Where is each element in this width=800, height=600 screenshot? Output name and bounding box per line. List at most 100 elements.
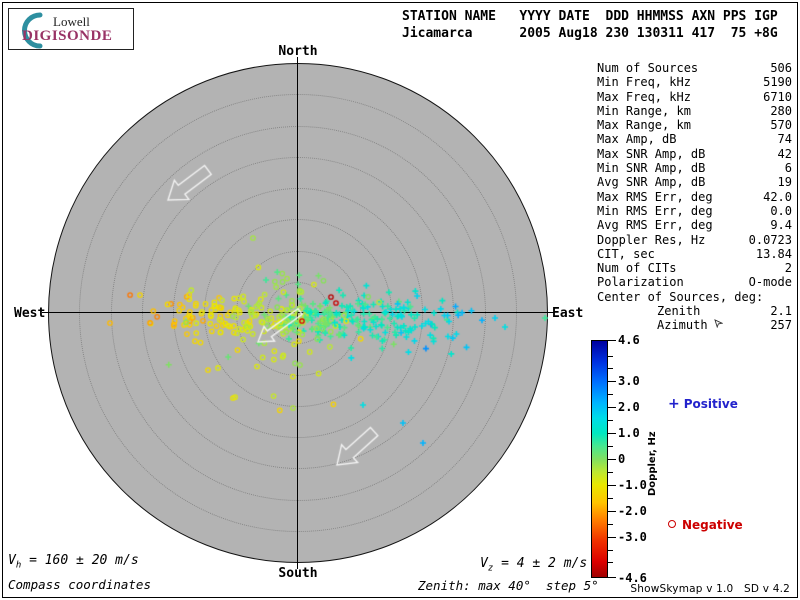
colorbar-major-tick xyxy=(608,433,616,435)
colorbar-tick-label: -3.0 xyxy=(618,529,647,544)
stats-row: Avg RMS Err, deg 9.4 xyxy=(590,218,792,232)
stats-row-value: O-mode xyxy=(748,275,792,290)
stats-row: Max Amp, dB 74 xyxy=(590,132,792,146)
compass-label-east: East xyxy=(552,306,584,321)
stats-row-label: Max Freq, kHz xyxy=(597,89,691,104)
stats-row: Min RMS Err, deg 0.0 xyxy=(590,204,792,218)
stats-row: Polarization O-mode xyxy=(590,275,792,289)
logo-text-lowell: Lowell xyxy=(53,14,90,29)
stats-row-label: Max RMS Err, deg xyxy=(597,189,713,204)
stats-row: Center of Sources, deg: xyxy=(590,290,792,304)
stats-row: Avg SNR Amp, dB 19 xyxy=(590,175,792,189)
colorbar-major-tick xyxy=(608,459,616,460)
colorbar-tick-label: 1.0 xyxy=(618,426,640,441)
stats-row-value: 280 xyxy=(770,103,792,118)
stats-row: Azimuth 257 xyxy=(590,318,792,332)
stats-row-value: 74 xyxy=(777,132,792,147)
colorbar-major-tick xyxy=(608,484,616,486)
version-text: ShowSkymap v 1.0 SD v 4.2 xyxy=(630,583,790,595)
stats-row-label: Azimuth xyxy=(657,318,708,333)
stats-row: Min Freq, kHz 5190 xyxy=(590,75,792,89)
stats-row-value: 42.0 xyxy=(763,189,792,204)
crescent-icon xyxy=(22,12,43,49)
stats-row-value: 2.1 xyxy=(770,304,792,319)
circle-marker-icon xyxy=(668,520,676,528)
colorbar-major-tick xyxy=(608,536,616,538)
stats-row: Max Range, km 570 xyxy=(590,118,792,132)
stats-row-label: CIT, sec xyxy=(597,246,655,261)
header-column-labels: STATION NAME YYYY DATE DDD HHMMSS AXN PP… xyxy=(402,9,778,24)
stats-row-label: Max Amp, dB xyxy=(597,132,677,147)
stats-panel: Num of Sources 506 Min Freq, kHz 5190 Max Fr… xyxy=(590,61,792,333)
colorbar-minor-tick xyxy=(608,549,613,551)
stats-row: CIT, sec 13.84 xyxy=(590,247,792,261)
colorbar-minor-tick xyxy=(608,446,613,448)
colorbar-minor-tick xyxy=(608,562,613,564)
horizontal-velocity-readout: Vh = 160 ± 20 m/s xyxy=(8,553,139,571)
lowell-digisonde-logo: Lowell DIGISONDE xyxy=(8,8,134,50)
plus-marker-icon: + xyxy=(668,396,680,412)
mouse-cursor-icon xyxy=(713,319,723,329)
stats-row-value: 5190 xyxy=(763,75,792,90)
stats-row-label: Min SNR Amp, dB xyxy=(597,161,706,176)
stats-row-label: Num of Sources xyxy=(597,61,699,75)
stats-row-value: 13.84 xyxy=(755,246,792,261)
colorbar-major-tick xyxy=(608,407,616,409)
stats-row-label: Min Range, km xyxy=(597,103,691,118)
stats-row: Min Range, km 280 xyxy=(590,104,792,118)
colorbar-tick-label: 4.6 xyxy=(618,333,640,347)
legend-positive-label: Positive xyxy=(683,397,738,411)
stats-row: Max SNR Amp, dB 42 xyxy=(590,147,792,161)
stats-row-value: 6 xyxy=(784,161,792,176)
stats-row: Zenith 2.1 xyxy=(590,304,792,318)
stats-row-value: 6710 xyxy=(763,89,792,104)
stats-row-label: Min Freq, kHz xyxy=(597,75,691,90)
stats-row-label: Avg SNR Amp, dB xyxy=(597,175,706,190)
colorbar-tick-label: 0 xyxy=(618,452,626,466)
logo-text-digisonde: DIGISONDE xyxy=(22,28,113,44)
stats-row: Min SNR Amp, dB 6 xyxy=(590,161,792,175)
colorbar-tick-label: -4.6 xyxy=(618,571,647,585)
stats-row-label: Max SNR Amp, dB xyxy=(597,146,706,161)
colorbar-minor-tick xyxy=(608,523,613,525)
colorbar-title: Doppler, Hz xyxy=(647,431,658,496)
stats-row-label: Doppler Res, Hz xyxy=(597,232,706,247)
colorbar-minor-tick xyxy=(608,355,613,357)
stats-row-value: 19 xyxy=(777,175,792,190)
stats-row: Max Freq, kHz 6710 xyxy=(590,90,792,104)
vertical-velocity-readout: Vz = 4 ± 2 m/s xyxy=(480,556,588,574)
stats-row-label: Center of Sources, deg: xyxy=(597,289,764,304)
colorbar-major-tick xyxy=(608,510,616,512)
stats-row-label: Zenith xyxy=(657,304,701,319)
stats-row-value: 0.0 xyxy=(770,203,792,218)
colorbar-major-tick xyxy=(608,340,616,341)
colorbar-minor-tick xyxy=(608,497,613,499)
colorbar-tick-label: -2.0 xyxy=(618,503,647,518)
colorbar-tick-label: -1.0 xyxy=(618,477,647,492)
doppler-colorbar xyxy=(591,340,608,578)
compass-label-south: South xyxy=(278,566,318,581)
legend-negative: Negative xyxy=(668,518,743,532)
stats-row: Num of CITs 2 xyxy=(590,261,792,275)
stats-row-value: 42 xyxy=(777,146,792,161)
zenith-scale-note: Zenith: max 40° step 5° xyxy=(418,578,599,593)
colorbar-minor-tick xyxy=(608,471,613,473)
legend-positive: + Positive xyxy=(668,396,738,412)
coordinates-note: Compass coordinates xyxy=(8,577,151,592)
skymap-scatter-canvas xyxy=(48,63,548,563)
colorbar-minor-tick xyxy=(608,368,613,370)
stats-row-value: 0.0723 xyxy=(748,232,792,247)
compass-label-west: West xyxy=(14,306,46,321)
colorbar-major-tick xyxy=(608,577,616,578)
legend-negative-label: Negative xyxy=(682,518,743,532)
stats-row-value: 9.4 xyxy=(770,218,792,233)
colorbar-minor-tick xyxy=(608,394,613,396)
stats-row-label: Min RMS Err, deg xyxy=(597,203,713,218)
colorbar-major-tick xyxy=(608,381,616,383)
stats-row-value: 570 xyxy=(770,118,792,133)
stats-row-label: Avg RMS Err, deg xyxy=(597,218,713,233)
colorbar-tick-label: 3.0 xyxy=(618,374,640,389)
stats-row-value: 506 xyxy=(770,61,792,75)
stats-row: Num of Sources 506 xyxy=(590,61,792,75)
